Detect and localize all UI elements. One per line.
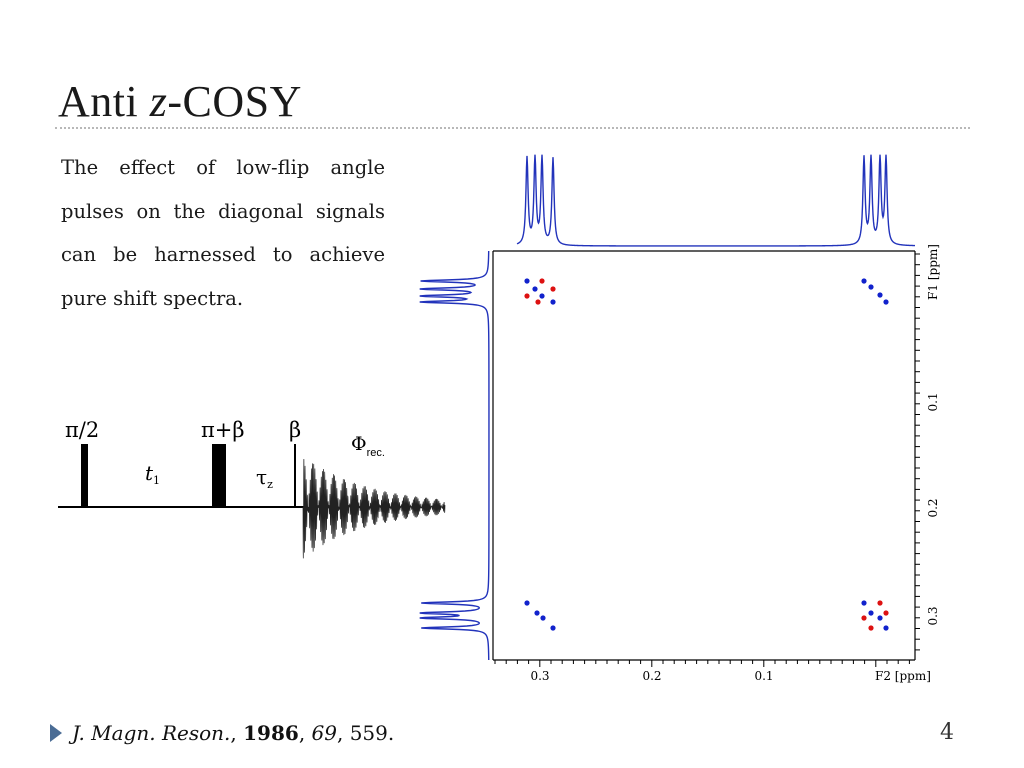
citation-pages: , 559. — [336, 721, 395, 745]
f2-tick-label-2: 0.1 — [754, 669, 773, 683]
pulse-180-beta — [212, 444, 226, 507]
delay2-label: τz — [256, 465, 273, 491]
citation-year: 1986 — [243, 721, 299, 745]
f2-ticks — [494, 660, 910, 667]
peak — [550, 299, 556, 305]
peak — [524, 293, 530, 299]
peak — [539, 293, 545, 299]
title-suffix: -COSY — [167, 77, 302, 126]
peak — [534, 610, 540, 616]
peak — [861, 278, 867, 284]
peak — [861, 600, 867, 606]
f2-tick-label-1: 0.2 — [642, 669, 661, 683]
bullet-arrow-icon — [50, 724, 62, 742]
peak — [868, 625, 874, 631]
title-divider — [55, 127, 970, 129]
peak — [883, 299, 889, 305]
slide-title: Anti z-COSY — [58, 76, 302, 127]
body-text: The effect of low-flip angle pulses on t… — [61, 156, 385, 310]
peak — [535, 299, 541, 305]
peak — [877, 600, 883, 606]
f2-projection-trace — [516, 154, 916, 247]
citation-sep: , — [230, 721, 244, 745]
peak — [524, 600, 530, 606]
title-prefix: Anti — [58, 77, 150, 126]
f1-tick-label-1: 0.2 — [926, 498, 940, 517]
f1-tick-label-2: 0.3 — [926, 606, 940, 625]
pulse1-label: π/2 — [65, 418, 99, 442]
f2-tick-label-0: 0.3 — [530, 669, 549, 683]
page-number: 4 — [940, 720, 954, 745]
cross-peaks — [524, 278, 889, 631]
cosy-spectrum: 0.3 0.2 0.1 F2 [ppm] 0.1 0.2 0.3 F1 [ppm… — [419, 154, 940, 683]
peak — [540, 615, 546, 621]
citation: J. Magn. Reson., 1986, 69, 559. — [50, 718, 394, 748]
peak — [550, 625, 556, 631]
pulse-sequence-diagram: π/2 π+β β t1 τz Φrec. — [58, 418, 446, 559]
peak — [550, 286, 556, 292]
f2-axis-label: F2 [ppm] — [875, 669, 931, 683]
peak — [539, 278, 545, 284]
peak — [524, 278, 530, 284]
peak — [883, 625, 889, 631]
peak — [532, 286, 538, 292]
peak — [861, 615, 867, 621]
f1-ticks — [915, 253, 920, 651]
acq-label: Φrec. — [351, 433, 385, 459]
peak — [868, 610, 874, 616]
citation-sep: , — [298, 721, 312, 745]
f1-projection-trace — [419, 250, 490, 661]
f1-axis-label: F1 [ppm] — [926, 244, 940, 300]
peak — [877, 292, 883, 298]
pulse2-label: π+β — [201, 418, 245, 442]
peak — [877, 615, 883, 621]
citation-journal: J. Magn. Reson. — [72, 721, 231, 745]
pulse-90 — [81, 444, 88, 507]
delay1-label: t1 — [145, 461, 160, 487]
pulse3-label: β — [289, 418, 301, 442]
citation-volume: 69 — [311, 721, 337, 745]
fid-signal — [302, 459, 446, 559]
f1-tick-label-0: 0.1 — [926, 392, 940, 411]
peak — [883, 610, 889, 616]
peak — [868, 284, 874, 290]
title-italic-z: z — [149, 77, 168, 126]
fid-waveform — [302, 459, 446, 559]
